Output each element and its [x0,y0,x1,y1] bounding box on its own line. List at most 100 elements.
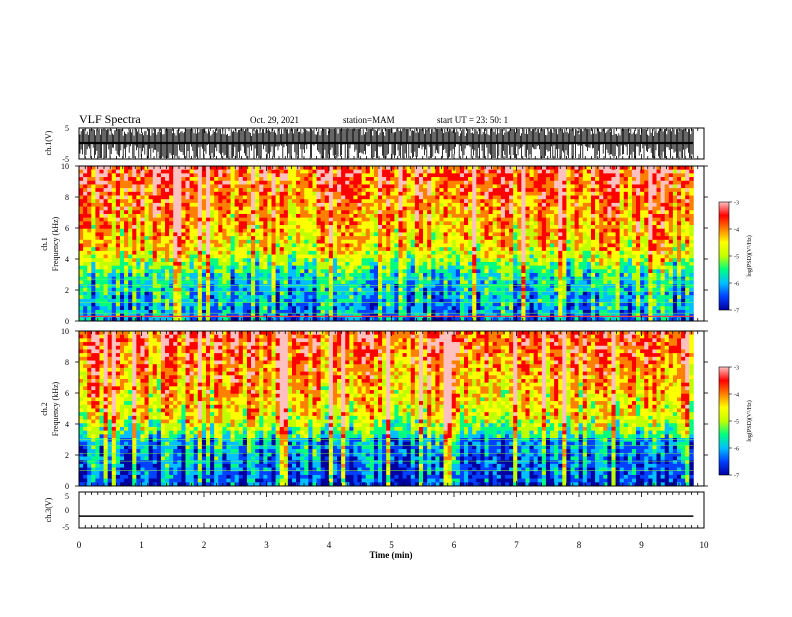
spectrogram-cell [276,236,280,240]
spectrogram-cell [145,229,149,233]
spectrogram-cell [427,240,431,244]
spectrogram-cell [644,196,648,200]
spectrogram-cell [218,173,222,177]
spectrogram-cell [312,258,316,262]
spectrogram-cell [677,196,681,200]
spectrogram-cell [333,203,337,207]
spectrogram-cell [226,251,230,255]
spectrogram-cell [677,218,681,222]
spectrogram-cell [673,244,677,248]
spectrogram-cell [517,207,521,211]
spectrogram-cell [669,258,673,262]
spectrogram-cell [423,184,427,188]
spectrogram-cell [460,192,464,196]
spectrogram-cell [235,181,239,185]
spectrogram-cell [579,262,583,266]
spectrogram-cell [599,258,603,262]
spectrogram-cell [353,244,357,248]
spectrogram-cell [652,181,656,185]
spectrogram-cell [190,266,194,270]
spectrogram-cell [280,273,284,277]
spectrogram-cell [534,229,538,233]
spectrogram-cell [185,221,189,225]
spectrogram-cell [284,255,288,259]
spectrogram-cell [185,232,189,236]
spectrogram-cell [353,269,357,273]
spectrogram-cell [140,214,144,218]
spectrogram-cell [390,177,394,181]
spectrogram-cell [505,221,509,225]
spectrogram-cell [607,173,611,177]
spectrogram-cell [231,229,235,233]
spectrogram-cell [444,221,448,225]
spectrogram-cell [222,240,226,244]
spectrogram-cell [681,199,685,203]
spectrogram-cell [521,214,525,218]
spectrogram-cell [562,207,566,211]
spectrogram-cell [194,203,198,207]
spectrogram-cell [423,207,427,211]
spectrogram-cell [685,262,689,266]
spectrogram-cell [99,181,103,185]
spectrogram-cell [673,236,677,240]
spectrogram-cell [226,247,230,251]
spectrogram-cell [177,177,181,181]
spectrogram-cell [468,199,472,203]
spectrogram-cell [587,170,591,174]
spectrogram-cell [366,240,370,244]
spectrogram-cell [611,184,615,188]
spectrogram-cell [611,236,615,240]
spectrogram-cell [210,225,214,229]
spectrogram-cell [91,170,95,174]
spectrogram-cell [161,166,165,170]
spectrogram-cell [321,188,325,192]
spectrogram-cell [280,255,284,259]
spectrogram-cell [448,251,452,255]
spectrogram-cell [644,177,648,181]
spectrogram-cell [128,236,132,240]
spectrogram-cell [579,229,583,233]
spectrogram-cell [214,173,218,177]
spectrogram-cell [190,173,194,177]
spectrogram-cell [390,251,394,255]
spectrogram-cell [652,192,656,196]
spectrogram-cell [439,244,443,248]
spectrogram-cell [677,255,681,259]
spectrogram-cell [632,207,636,211]
spectrogram-cell [435,266,439,270]
spectrogram-cell [206,173,210,177]
spectrogram-cell [140,255,144,259]
spectrogram-cell [546,196,550,200]
spectrogram-cell [632,251,636,255]
spectrogram-cell [210,262,214,266]
spectrogram-cell [341,255,345,259]
spectrogram-cell [542,170,546,174]
spectrogram-cell [620,269,624,273]
spectrogram-cell [530,173,534,177]
spectrogram-cell [190,218,194,222]
spectrogram-cell [501,192,505,196]
spectrogram-cell [181,229,185,233]
spectrogram-cell [312,207,316,211]
spectrogram-cell [509,255,513,259]
spectrogram-cell [624,262,628,266]
spectrogram-cell [329,232,333,236]
spectrogram-cell [337,207,341,211]
spectrogram-cell [79,255,83,259]
spectrogram-cell [624,247,628,251]
spectrogram-cell [415,247,419,251]
spectrogram-cell [480,221,484,225]
spectrogram-cell [177,188,181,192]
spectrogram-cell [149,170,153,174]
spectrogram-cell [329,236,333,240]
spectrogram-cell [636,255,640,259]
spectrogram-cell [489,269,493,273]
spectrogram-cell [267,247,271,251]
spectrogram-cell [525,236,529,240]
spectrogram-cell [370,269,374,273]
spectrogram-cell [591,218,595,222]
spectrogram-cell [665,244,669,248]
spectrogram-cell [456,188,460,192]
spectrogram-cell [497,199,501,203]
spectrogram-cell [513,218,517,222]
